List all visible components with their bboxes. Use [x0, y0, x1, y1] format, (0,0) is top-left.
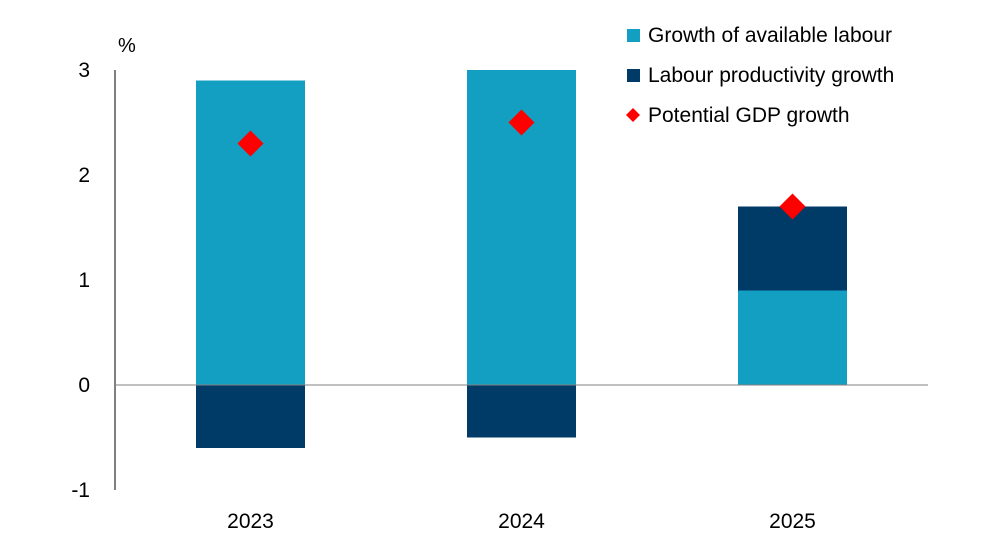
legend-label: Potential GDP growth — [648, 104, 850, 127]
bar-labour-productivity-2023 — [196, 385, 305, 448]
y-tick-label: 3 — [78, 59, 90, 82]
bar-labour-productivity-2024 — [467, 385, 576, 438]
axes: -1 0 1 2 3 2023 2024 2025 — [71, 59, 928, 533]
markers-group — [237, 109, 806, 220]
marker-potential-gdp-2023 — [237, 130, 264, 157]
y-tick-label: 1 — [78, 269, 90, 292]
bar-available-labour-2025 — [738, 290, 847, 385]
x-category-label: 2023 — [227, 510, 274, 533]
y-tick-label: 2 — [78, 164, 90, 187]
y-tick-label: 0 — [78, 374, 90, 397]
x-category-label: 2025 — [769, 510, 816, 533]
legend-label: Labour productivity growth — [648, 64, 894, 87]
y-unit-label: % — [118, 35, 136, 57]
bar-labour-productivity-2025 — [738, 206, 847, 291]
legend: Growth of available labour Labour product… — [626, 24, 894, 127]
marker-potential-gdp-2025 — [779, 193, 806, 220]
marker-potential-gdp-2024 — [508, 109, 535, 136]
legend-swatch-labour-productivity — [627, 69, 640, 82]
legend-swatch-available-labour — [627, 29, 640, 42]
legend-label: Growth of available labour — [648, 24, 892, 47]
legend-swatch-potential-gdp — [626, 108, 640, 122]
bar-available-labour-2023 — [196, 80, 305, 385]
y-tick-label: -1 — [71, 479, 90, 502]
x-category-label: 2024 — [498, 510, 545, 533]
